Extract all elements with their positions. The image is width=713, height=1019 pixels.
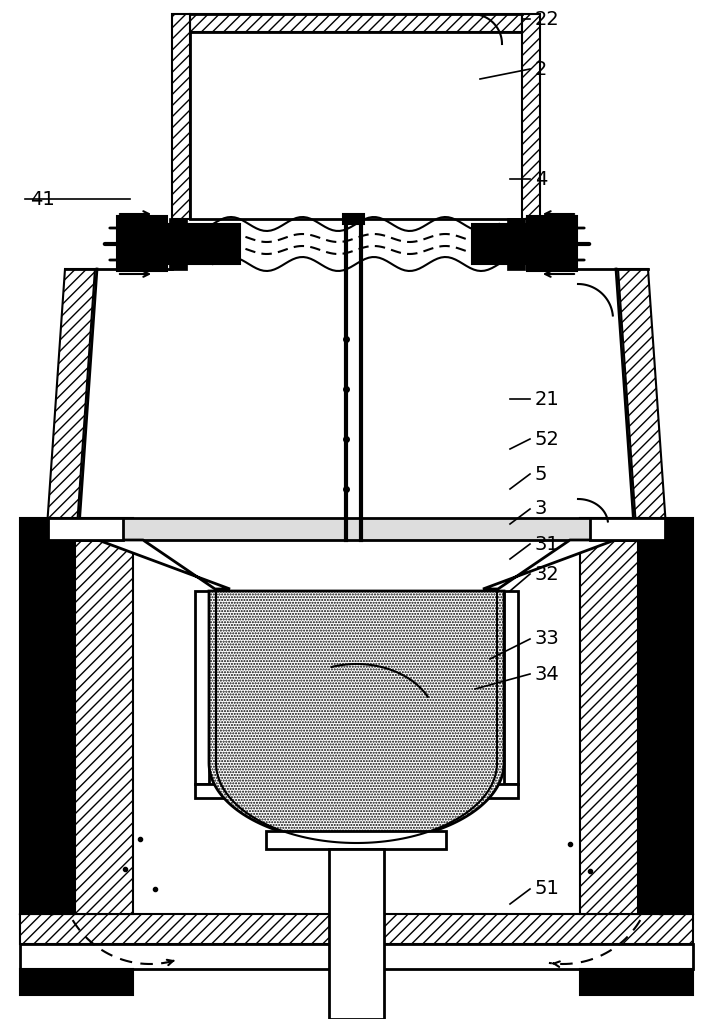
Text: 5: 5	[535, 465, 548, 483]
Text: 21: 21	[535, 389, 560, 409]
Bar	[195, 784, 518, 798]
Polygon shape	[483, 540, 615, 589]
Bar	[580, 518, 638, 914]
Bar	[48, 518, 123, 540]
Bar	[20, 944, 693, 969]
Bar	[195, 591, 209, 784]
Bar	[580, 969, 693, 995]
Bar	[472, 224, 545, 264]
Text: 32: 32	[535, 565, 560, 584]
Bar	[507, 218, 525, 230]
Polygon shape	[20, 269, 95, 914]
Bar	[169, 258, 187, 270]
Polygon shape	[98, 540, 230, 589]
Polygon shape	[618, 269, 693, 914]
Bar	[169, 238, 187, 250]
Bar	[343, 214, 364, 224]
Bar	[169, 218, 187, 230]
Polygon shape	[52, 269, 661, 914]
Bar	[75, 518, 133, 914]
Bar	[50, 518, 663, 540]
Bar	[527, 216, 577, 271]
Text: 34: 34	[535, 664, 560, 684]
Bar	[504, 591, 518, 784]
Bar	[172, 14, 190, 219]
Bar	[590, 518, 665, 540]
Text: 33: 33	[535, 630, 560, 648]
Text: 2: 2	[535, 59, 548, 78]
Bar	[522, 14, 540, 219]
Text: 31: 31	[535, 535, 560, 553]
Bar	[190, 14, 522, 32]
Text: 52: 52	[535, 429, 560, 448]
Text: 3: 3	[535, 499, 548, 519]
Bar	[190, 32, 522, 219]
Text: 41: 41	[30, 190, 55, 209]
Text: 51: 51	[535, 879, 560, 899]
Polygon shape	[209, 591, 504, 843]
Bar	[117, 216, 167, 271]
Bar	[266, 832, 446, 849]
Bar	[638, 518, 693, 914]
Bar	[20, 518, 75, 914]
Bar	[329, 849, 384, 1019]
Bar	[507, 238, 525, 250]
Bar	[20, 914, 693, 944]
Bar	[167, 224, 240, 264]
Bar	[20, 969, 133, 995]
Text: 22: 22	[535, 9, 560, 29]
Text: 4: 4	[535, 169, 548, 189]
Bar	[507, 258, 525, 270]
